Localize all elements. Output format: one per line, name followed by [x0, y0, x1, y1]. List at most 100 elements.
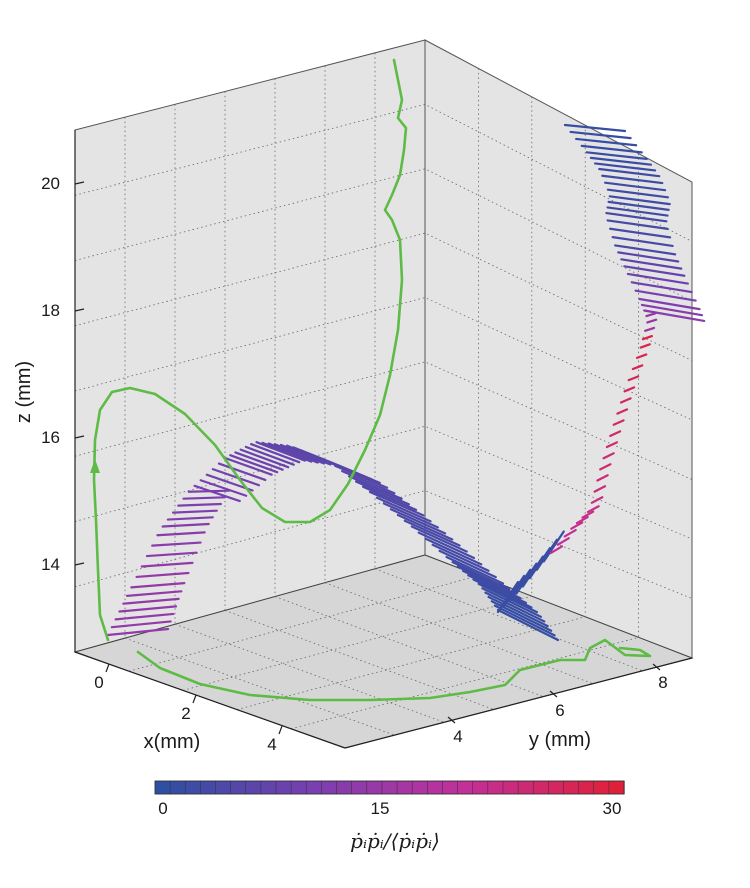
orientation-vector — [255, 441, 307, 462]
grid-line — [274, 596, 544, 697]
colorbar-segment — [245, 780, 262, 795]
orientation-vector — [570, 521, 584, 530]
z-tick-mark — [74, 435, 85, 439]
colorbar-segment — [154, 780, 171, 795]
grid-line — [74, 490, 693, 599]
z-tick-label: 14 — [41, 555, 60, 574]
grid-line — [128, 575, 479, 672]
colorbar-segment — [215, 780, 232, 795]
colorbar-segment — [457, 780, 474, 795]
orientation-vector — [496, 580, 520, 614]
orientation-vector — [638, 297, 701, 311]
orientation-vector — [609, 430, 622, 438]
orientation-vector — [130, 582, 186, 589]
orientation-vector — [563, 528, 577, 538]
grid-line — [224, 610, 494, 710]
orientation-vector — [644, 326, 656, 332]
orientation-vector — [211, 468, 261, 487]
z-tick-label: 20 — [41, 174, 60, 193]
z-tick-mark — [74, 308, 85, 312]
x-tick-mark — [192, 694, 197, 704]
colorbar-segment — [487, 780, 504, 795]
orientation-vector — [279, 443, 332, 466]
orientation-vector — [273, 443, 326, 465]
colorbar-segment — [517, 780, 534, 795]
orientation-vector — [503, 574, 526, 607]
orientation-vector — [569, 130, 632, 140]
orientation-vector — [626, 272, 689, 285]
orientation-vector — [182, 496, 227, 500]
orientation-vector — [614, 244, 677, 256]
orientation-vector — [493, 604, 556, 637]
colorbar-segment — [411, 780, 428, 795]
orientation-vector — [605, 441, 619, 449]
orientation-vector — [521, 555, 544, 588]
orientation-vector — [601, 174, 664, 185]
orientation-vector — [151, 541, 202, 547]
orientation-vector — [234, 451, 284, 471]
orientation-vector — [611, 236, 674, 248]
orientation-vector — [481, 587, 542, 618]
orientation-vector — [451, 561, 511, 591]
trajectory-direction-arrow — [90, 459, 100, 473]
colorbar-segment — [290, 780, 307, 795]
colorbar-tick-label: 15 — [371, 799, 390, 818]
orientation-vector — [361, 485, 418, 511]
orientation-vector — [593, 162, 657, 172]
trajectory-line — [92, 58, 652, 702]
x-tick-label: 2 — [181, 704, 190, 723]
orientation-vector — [396, 513, 454, 541]
colorbar-segment — [169, 780, 186, 795]
colorbar-segment — [321, 780, 338, 795]
orientation-vector — [114, 612, 175, 621]
orientation-vector — [217, 462, 267, 482]
colorbar-segment — [351, 780, 368, 795]
orientation-vector — [110, 620, 172, 629]
colorbar-tick-label: 0 — [158, 799, 167, 818]
orientation-vector — [267, 442, 319, 464]
orientation-vector — [122, 597, 180, 605]
orientation-vector — [156, 531, 206, 537]
grid-line — [124, 637, 395, 736]
colorbar — [154, 780, 625, 795]
orientation-vector — [496, 608, 560, 642]
orientation-vector — [631, 364, 644, 371]
orientation-vector — [623, 265, 686, 277]
orientation-vector — [375, 496, 432, 523]
colorbar-segment — [200, 780, 217, 795]
orientation-vector — [581, 510, 595, 519]
colorbar-segment — [593, 780, 610, 795]
orientation-vector — [354, 480, 410, 506]
y-axis-label: y (mm) — [529, 729, 591, 751]
orientation-vector — [348, 475, 403, 500]
orientation-vector — [484, 591, 546, 623]
orientation-vector — [607, 200, 670, 211]
orientation-vector — [606, 188, 669, 199]
orientation-vector — [431, 543, 490, 572]
y-tick-label: 6 — [555, 701, 564, 720]
y-tick-mark — [549, 690, 558, 698]
orientation-vector — [368, 490, 425, 517]
orientation-vector — [603, 181, 667, 192]
orientation-vector — [171, 509, 218, 514]
orientation-vector — [229, 454, 279, 474]
orientation-vector — [140, 561, 194, 568]
colorbar-segment — [578, 780, 595, 795]
orientation-vector — [556, 537, 570, 546]
orientation-vector — [575, 515, 589, 525]
colorbar-segment — [260, 780, 277, 795]
orientation-vector — [608, 195, 671, 206]
orientation-vector — [135, 571, 190, 579]
colorbar-frame — [154, 780, 625, 795]
orientation-vector — [528, 547, 551, 580]
orientation-vector — [617, 251, 680, 263]
orientation-vector — [596, 474, 609, 482]
y-tick-label: 4 — [453, 727, 462, 746]
orientation-vector — [598, 167, 661, 178]
orientation-vector — [645, 312, 657, 318]
orientation-vector — [467, 574, 528, 604]
orientation-vector — [589, 156, 653, 166]
grid-line — [374, 568, 643, 672]
orientation-vector — [563, 123, 627, 133]
